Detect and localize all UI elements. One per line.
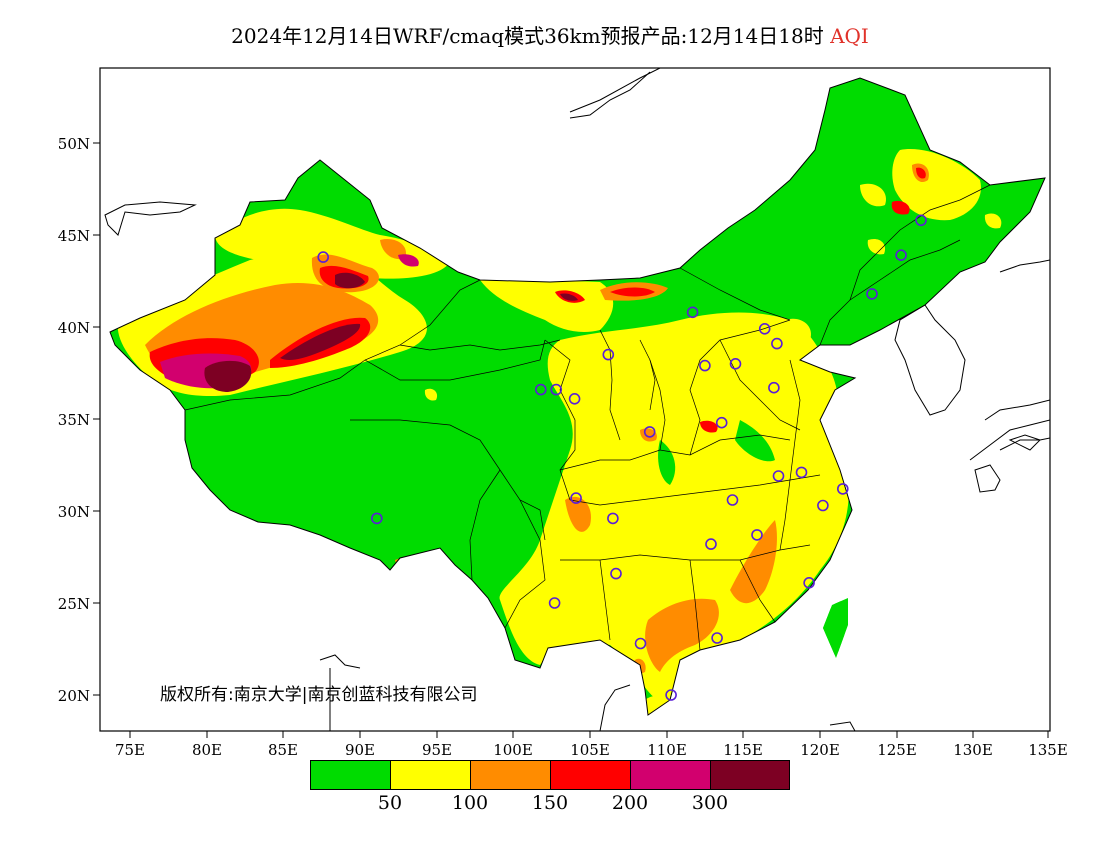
legend-swatch-good (310, 760, 391, 790)
city-marker (895, 249, 907, 261)
lat-tick: 35N (58, 411, 100, 429)
city-marker (317, 251, 330, 263)
city-marker (711, 632, 723, 644)
color-legend (310, 760, 790, 792)
lat-tick: 25N (58, 595, 100, 613)
legend-label: 300 (691, 792, 729, 814)
city-marker (665, 689, 677, 701)
city-marker (772, 470, 785, 482)
legend-label: 50 (377, 792, 403, 814)
city-marker (836, 483, 849, 495)
city-marker (768, 381, 780, 394)
lon-tick: 75E (115, 731, 145, 759)
neighbor-coastlines (104, 68, 1050, 731)
lon-label: 100E (493, 741, 533, 759)
legend-swatch-moderate (390, 760, 471, 790)
city-marker (729, 357, 742, 370)
legend-swatch-unhealthy (550, 760, 631, 790)
city-marker (602, 348, 615, 361)
lat-label: 25N (58, 595, 90, 613)
lon-tick: 80E (192, 731, 222, 759)
legend-swatch-very-unhealthy (630, 760, 711, 790)
city-marker (715, 416, 728, 429)
city-marker (795, 466, 808, 479)
aqi-fill (110, 78, 1045, 715)
latitude-axis: 50N 45N 40N 35N 30N 25N 20N (58, 135, 100, 705)
city-marker (607, 512, 619, 525)
lon-tick: 85E (268, 731, 298, 759)
lat-label: 20N (58, 687, 90, 705)
legend-swatch-sensitive (470, 760, 551, 790)
lon-tick: 100E (493, 731, 533, 759)
map-title: 2024年12月14日WRF/cmaq模式36km预报产品:12月14日18时 … (0, 20, 1100, 49)
copyright-notice: 版权所有:南京大学|南京创蓝科技有限公司 (160, 685, 478, 705)
title-main: 2024年12月14日WRF/cmaq模式36km预报产品:12月14日18时 (231, 24, 824, 48)
city-marker (570, 492, 582, 504)
lat-tick: 40N (58, 319, 100, 337)
city-marker (548, 597, 561, 609)
city-marker (568, 392, 581, 405)
city-marker (534, 383, 547, 396)
city-markers (317, 214, 927, 701)
city-marker (550, 383, 563, 396)
lon-tick: 95E (422, 731, 452, 759)
lat-tick: 50N (58, 135, 100, 153)
lon-label: 105E (570, 741, 610, 759)
city-marker (803, 576, 815, 589)
lon-label: 135E (1028, 741, 1068, 759)
city-marker (643, 426, 656, 438)
city-marker (817, 499, 829, 512)
lon-label: 90E (345, 741, 375, 759)
lon-label: 95E (422, 741, 452, 759)
city-marker (726, 494, 739, 506)
title-variable: AQI (830, 24, 869, 48)
legend-label: 150 (531, 792, 569, 814)
lat-tick: 30N (58, 503, 100, 521)
legend-label: 200 (611, 792, 649, 814)
map-border (99, 67, 1051, 732)
city-marker (634, 637, 647, 650)
map-frame (104, 68, 1050, 731)
city-marker (758, 322, 771, 335)
lon-tick: 110E (647, 731, 687, 759)
lon-tick: 125E (877, 731, 917, 759)
lon-label: 115E (723, 741, 763, 759)
province-borders (109, 77, 1046, 716)
city-marker (699, 359, 711, 372)
lat-label: 30N (58, 503, 90, 521)
city-marker (866, 288, 878, 300)
lon-tick: 105E (570, 731, 610, 759)
lon-label: 85E (268, 741, 298, 759)
lon-label: 80E (192, 741, 222, 759)
lon-label: 130E (953, 741, 993, 759)
city-marker (370, 512, 383, 525)
lat-label: 45N (58, 227, 90, 245)
lat-label: 40N (58, 319, 90, 337)
lat-label: 35N (58, 411, 90, 429)
lon-label: 110E (647, 741, 687, 759)
city-marker (610, 567, 622, 580)
legend-label: 100 (451, 792, 489, 814)
lon-label: 120E (800, 741, 840, 759)
city-marker (751, 529, 763, 541)
lat-label: 50N (58, 135, 90, 153)
lon-tick: 90E (345, 731, 375, 759)
city-marker (686, 306, 699, 319)
city-marker (915, 214, 927, 227)
lon-tick: 115E (723, 731, 763, 759)
lat-tick: 45N (58, 227, 100, 245)
lon-tick: 130E (953, 731, 993, 759)
lon-tick: 135E (1028, 731, 1068, 759)
lon-tick: 120E (800, 731, 840, 759)
longitude-axis: 75E 80E 85E 90E 95E 100E 105E 110E 115E … (115, 731, 1068, 759)
legend-swatch-hazardous (710, 760, 790, 790)
city-marker (705, 538, 717, 550)
city-marker (771, 337, 783, 350)
lon-label: 75E (115, 741, 145, 759)
lon-label: 125E (877, 741, 917, 759)
lat-tick: 20N (58, 687, 100, 705)
